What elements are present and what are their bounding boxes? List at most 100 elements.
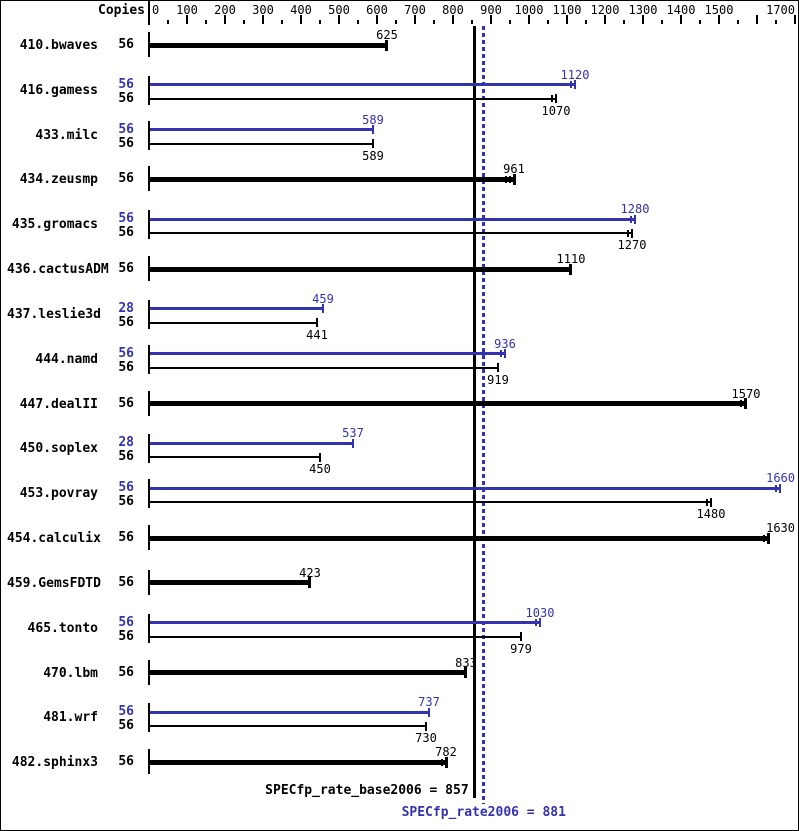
axis-minor-tick [661, 20, 663, 24]
bar-value-label: 1110 [556, 252, 586, 266]
axis-tick-label: 700 [404, 3, 426, 17]
bar-run-variance-tick [763, 535, 765, 542]
peak-bar [150, 711, 429, 714]
bar-value-label: 961 [503, 162, 525, 176]
bar-run-variance-tick [570, 81, 572, 88]
copies-value: 56 [118, 91, 134, 106]
row-baseline-segment [148, 749, 150, 774]
row-baseline-segment [148, 570, 150, 595]
single-bar [150, 580, 310, 585]
bar-run-variance-tick [505, 176, 507, 183]
row-baseline-segment [148, 660, 150, 685]
benchmark-label: 416.gamess [19, 83, 98, 98]
bar-value-label: 1270 [617, 238, 647, 252]
peak-result-label: SPECfp_rate2006 = 881 [401, 805, 566, 820]
row-baseline-segment [148, 703, 150, 732]
axis-major-tick [604, 15, 606, 24]
row-baseline-segment [148, 76, 150, 105]
single-bar [150, 536, 768, 541]
row-baseline-segment [148, 391, 150, 416]
bar-end-tick [767, 533, 770, 544]
axis-minor-tick [357, 20, 359, 24]
bar-end-tick [372, 139, 374, 148]
axis-minor-tick [509, 20, 511, 24]
axis-minor-tick [205, 20, 207, 24]
benchmark-label: 465.tonto [27, 621, 98, 636]
copies-value: 56 [118, 754, 134, 769]
axis-tick-label: 1000 [514, 3, 544, 17]
bar-value-label: 1630 [766, 521, 795, 535]
axis-major-tick [490, 15, 492, 24]
axis-major-tick [376, 15, 378, 24]
copies-value: 56 [118, 575, 134, 590]
peak-bar [150, 621, 540, 624]
bar-end-tick [520, 632, 522, 641]
bar-value-label: 423 [299, 566, 321, 580]
peak-bar [150, 218, 635, 221]
benchmark-label: 454.calculix [7, 531, 101, 546]
bar-end-tick [779, 484, 781, 493]
bar-end-tick [352, 439, 354, 448]
bar-end-tick [425, 722, 427, 731]
bar-value-label: 589 [362, 113, 384, 127]
axis-minor-tick [699, 20, 701, 24]
base-bar [150, 98, 556, 100]
axis-tick-label: 1500 [704, 3, 734, 17]
bar-value-label: 537 [342, 426, 364, 440]
bar-end-tick [322, 304, 324, 313]
bar-end-tick [744, 398, 747, 409]
axis-major-tick [642, 15, 644, 24]
axis-tick-label: 1100 [552, 3, 582, 17]
axis-major-tick [794, 15, 796, 24]
axis-tick-label: 200 [214, 3, 236, 17]
bar-value-label: 737 [418, 695, 440, 709]
peak-bar [150, 442, 353, 445]
peak-bar [150, 352, 505, 355]
copies-value: 56 [118, 665, 134, 680]
axis-minor-tick [623, 20, 625, 24]
bar-end-tick [308, 577, 311, 588]
copies-value: 56 [118, 494, 134, 509]
bar-value-label: 730 [415, 731, 437, 745]
peak-bar [150, 128, 373, 131]
benchmark-label: 410.bwaves [19, 38, 98, 53]
axis-major-tick [528, 15, 530, 24]
benchmark-label: 436.cactusADM [7, 262, 109, 277]
reference-line-base [473, 26, 477, 798]
copies-value: 56 [118, 211, 134, 226]
copies-value: 56 [118, 530, 134, 545]
copies-value: 56 [118, 136, 134, 151]
bar-end-tick [569, 264, 572, 275]
benchmark-label: 444.namd [35, 352, 98, 367]
axis-tick-label: 1400 [666, 3, 696, 17]
copies-value: 56 [118, 629, 134, 644]
benchmark-label: 470.lbm [43, 666, 98, 681]
copies-value: 56 [118, 171, 134, 186]
benchmark-label: 482.sphinx3 [11, 755, 98, 770]
copies-column-header: Copies [98, 3, 145, 18]
axis-minor-tick [547, 20, 549, 24]
bar-value-label: 589 [362, 149, 384, 163]
copies-value: 56 [118, 37, 134, 52]
single-bar [150, 401, 746, 406]
row-baseline-segment [148, 525, 150, 550]
benchmark-label: 450.soplex [19, 441, 98, 456]
copies-value: 56 [118, 704, 134, 719]
row-baseline-segment [148, 345, 150, 374]
single-bar [150, 760, 446, 765]
row-baseline-segment [148, 32, 150, 57]
base-bar [150, 725, 426, 727]
axis-tick-label: 600 [366, 3, 388, 17]
axis-major-tick [224, 15, 226, 24]
bar-end-tick [316, 318, 318, 327]
peak-bar [150, 83, 575, 86]
bar-run-variance-tick [775, 485, 777, 492]
bar-run-variance-tick [627, 230, 629, 237]
bar-value-label: 782 [435, 745, 457, 759]
bar-run-variance-tick [551, 95, 553, 102]
bar-run-variance-tick [500, 350, 502, 357]
bar-end-tick [319, 453, 321, 462]
axis-minor-tick [243, 20, 245, 24]
bar-end-tick [555, 94, 557, 103]
